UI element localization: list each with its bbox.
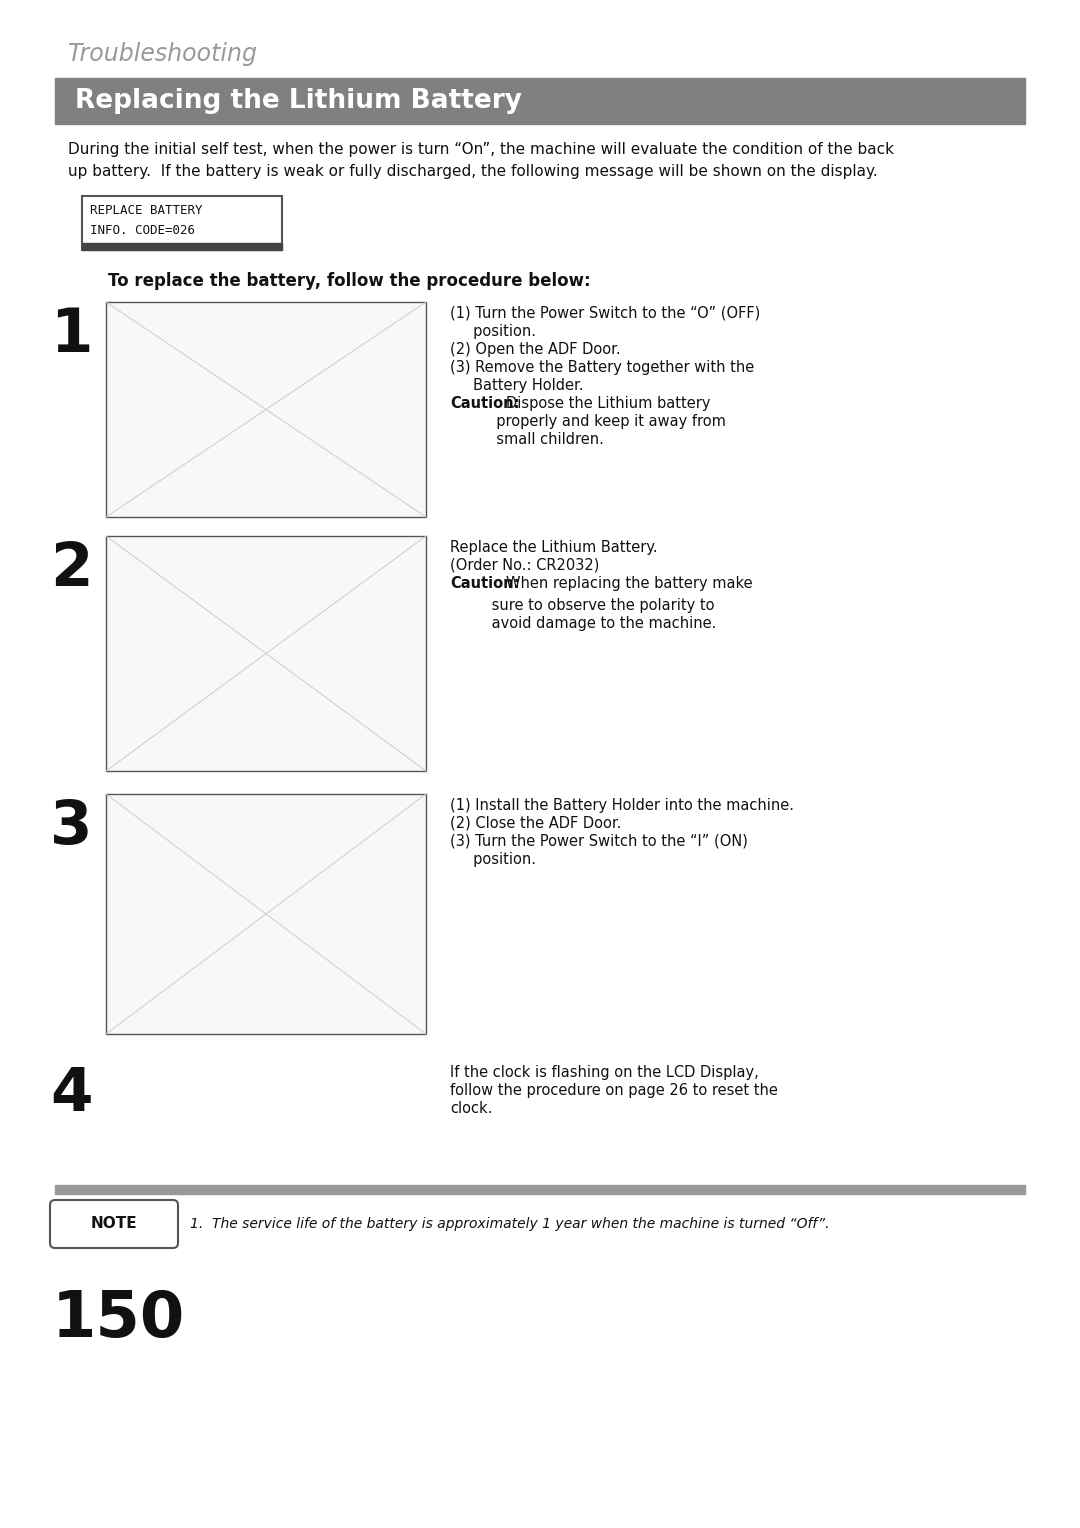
Text: (1) Install the Battery Holder into the machine.: (1) Install the Battery Holder into the … (450, 798, 794, 813)
Text: Caution:: Caution: (450, 576, 519, 591)
Text: 2: 2 (50, 539, 93, 599)
Text: During the initial self test, when the power is turn “On”, the machine will eval: During the initial self test, when the p… (68, 142, 894, 157)
Text: small children.: small children. (450, 432, 604, 448)
Text: Troubleshooting: Troubleshooting (68, 41, 258, 66)
Text: (3) Remove the Battery together with the: (3) Remove the Battery together with the (450, 361, 754, 374)
Text: sure to observe the polarity to: sure to observe the polarity to (450, 597, 715, 613)
Text: REPLACE BATTERY: REPLACE BATTERY (90, 205, 203, 217)
Text: Dispose the Lithium battery: Dispose the Lithium battery (507, 396, 711, 411)
Text: Replace the Lithium Battery.: Replace the Lithium Battery. (450, 539, 658, 555)
Text: When replacing the battery make: When replacing the battery make (507, 576, 753, 591)
Text: (3) Turn the Power Switch to the “I” (ON): (3) Turn the Power Switch to the “I” (ON… (450, 834, 747, 850)
Text: NOTE: NOTE (91, 1216, 137, 1232)
Bar (55, 1186, 1025, 1193)
Text: follow the procedure on page 26 to reset the: follow the procedure on page 26 to reset… (450, 1083, 778, 1099)
Text: Replacing the Lithium Battery: Replacing the Lithium Battery (75, 89, 522, 115)
Bar (82, 196, 282, 251)
Bar (82, 243, 282, 251)
Text: 1: 1 (50, 306, 93, 365)
Text: 1.  The service life of the battery is approximately 1 year when the machine is : 1. The service life of the battery is ap… (190, 1216, 829, 1232)
Text: 3: 3 (50, 798, 93, 857)
Text: up battery.  If the battery is weak or fully discharged, the following message w: up battery. If the battery is weak or fu… (68, 163, 878, 179)
Bar (106, 303, 426, 516)
Text: (Order No.: CR2032): (Order No.: CR2032) (450, 558, 599, 573)
Text: Caution:: Caution: (450, 396, 519, 411)
Bar (55, 78, 1025, 124)
FancyBboxPatch shape (50, 1199, 178, 1248)
Text: (1) Turn the Power Switch to the “O” (OFF): (1) Turn the Power Switch to the “O” (OF… (450, 306, 760, 321)
Text: avoid damage to the machine.: avoid damage to the machine. (450, 616, 716, 631)
Text: clock.: clock. (450, 1102, 492, 1115)
Bar (106, 536, 426, 772)
Text: To replace the battery, follow the procedure below:: To replace the battery, follow the proce… (108, 272, 591, 290)
Text: properly and keep it away from: properly and keep it away from (450, 414, 726, 429)
Text: Battery Holder.: Battery Holder. (450, 377, 583, 393)
Text: position.: position. (450, 324, 536, 339)
Text: If the clock is flashing on the LCD Display,: If the clock is flashing on the LCD Disp… (450, 1065, 759, 1080)
Text: 150: 150 (52, 1288, 186, 1351)
Text: INFO. CODE=026: INFO. CODE=026 (90, 225, 195, 237)
Text: (2) Close the ADF Door.: (2) Close the ADF Door. (450, 816, 621, 831)
Text: (2) Open the ADF Door.: (2) Open the ADF Door. (450, 342, 621, 358)
Text: 4: 4 (50, 1065, 93, 1125)
Bar (106, 795, 426, 1034)
Text: position.: position. (450, 853, 536, 866)
